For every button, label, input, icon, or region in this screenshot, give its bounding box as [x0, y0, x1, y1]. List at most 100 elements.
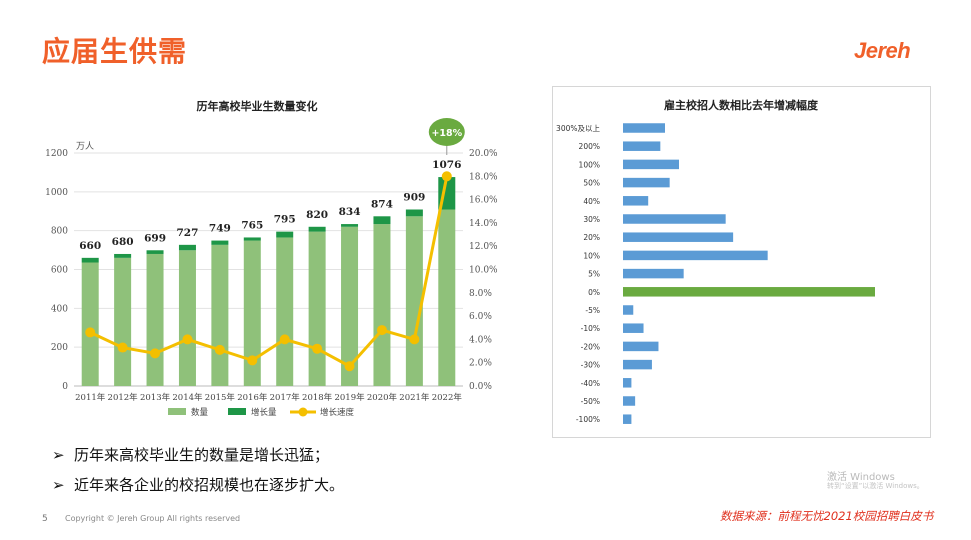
y-tick-label: 600 — [51, 266, 68, 276]
growth-rate-point — [150, 348, 161, 359]
hbar — [623, 378, 632, 388]
page-number: 5 — [42, 514, 48, 524]
category-label: -40% — [581, 379, 600, 388]
category-label: -30% — [581, 361, 600, 370]
bar-increase — [373, 216, 391, 225]
hbar — [623, 359, 652, 370]
bar-increase — [178, 244, 196, 251]
bar-increase — [211, 240, 229, 245]
chart-title: 历年高校毕业生数量变化 — [197, 99, 318, 113]
callout-label: +18% — [431, 128, 462, 139]
bar-count — [178, 250, 196, 386]
x-tick-label: 2017年 — [270, 392, 301, 403]
hbar — [623, 268, 684, 279]
y2-tick-label: 0.0% — [469, 382, 492, 392]
hbar — [623, 123, 665, 133]
bar-increase — [405, 209, 423, 217]
growth-rate-line — [89, 176, 449, 369]
category-label: 300%及以上 — [556, 124, 600, 133]
company-logo: Jereh — [854, 38, 911, 63]
y-tick-label: 200 — [51, 343, 68, 353]
x-tick-label: 2014年 — [172, 392, 203, 403]
bullet-item: ➢ 近年来各企业的校招规模也在逐步扩大。 — [52, 470, 344, 500]
x-tick-label: 2012年 — [108, 392, 139, 403]
bar-count — [243, 240, 261, 386]
category-label: 0% — [588, 288, 600, 297]
y2-tick-label: 16.0% — [469, 196, 498, 206]
category-label: -20% — [581, 342, 600, 351]
growth-rate-point — [312, 343, 323, 354]
bar-increase — [146, 250, 164, 254]
hbar — [623, 323, 644, 333]
y-axis-unit: 万人 — [76, 141, 94, 152]
arrow-icon: ➢ — [52, 446, 65, 464]
growth-rate-point — [117, 342, 128, 353]
y-tick-label: 800 — [51, 227, 68, 237]
bullet-text: 近年来各企业的校招规模也在逐步扩大。 — [74, 476, 345, 494]
bullet-item: ➢ 历年来高校毕业生的数量是增长迅猛； — [52, 440, 344, 470]
data-label: 727 — [176, 227, 198, 239]
bar-count — [438, 209, 456, 386]
data-label: 765 — [241, 219, 263, 231]
x-tick-label: 2019年 — [334, 392, 365, 403]
legend-label: 增长速度 — [320, 407, 355, 418]
hbar — [623, 250, 768, 261]
y2-tick-label: 8.0% — [469, 289, 492, 299]
legend-label: 增长量 — [251, 407, 277, 418]
growth-rate-point — [441, 171, 452, 182]
data-label: 660 — [79, 240, 101, 252]
category-label: -100% — [576, 415, 600, 424]
category-label: 30% — [583, 215, 600, 224]
bar-count — [146, 253, 164, 386]
y-tick-label: 0 — [62, 382, 68, 392]
category-label: 20% — [583, 233, 600, 242]
bar-count — [211, 244, 229, 386]
category-label: -10% — [581, 324, 600, 333]
category-label: -5% — [585, 306, 600, 315]
legend-swatch-count — [168, 408, 186, 415]
hbar — [623, 414, 632, 424]
data-source: 数据来源：前程无忧2021校园招聘白皮书 — [720, 509, 934, 523]
growth-rate-point — [247, 355, 258, 366]
bullet-text: 历年来高校毕业生的数量是增长迅猛； — [74, 446, 330, 464]
hbar — [623, 232, 734, 242]
hbar — [623, 214, 726, 224]
y2-tick-label: 6.0% — [469, 312, 492, 322]
hbar — [623, 341, 659, 352]
hbar — [623, 305, 634, 315]
growth-rate-point — [376, 325, 387, 336]
growth-rate-point — [85, 327, 96, 338]
bar-count — [405, 216, 423, 386]
page-title: 应届生供需 — [42, 35, 188, 68]
growth-rate-point — [182, 334, 193, 345]
employer-chart-panel: 雇主校招人数相比去年增减幅度 300%及以上 200% 100% 50% 40% 30% 20… — [552, 86, 931, 438]
growth-rate-point — [279, 334, 290, 345]
data-label: 680 — [112, 236, 134, 248]
hbar — [623, 396, 636, 406]
bar-count — [341, 226, 359, 386]
legend-label: 数量 — [191, 407, 209, 418]
y2-tick-label: 18.0% — [469, 172, 498, 182]
bullet-list: ➢ 历年来高校毕业生的数量是增长迅猛； ➢ 近年来各企业的校招规模也在逐步扩大。 — [52, 440, 344, 500]
growth-rate-point — [409, 334, 420, 345]
hbar — [623, 196, 649, 206]
category-label: -50% — [581, 397, 600, 406]
category-label: 40% — [583, 197, 600, 206]
bar-count — [373, 224, 391, 386]
category-label: 100% — [579, 160, 600, 169]
callout-bubble — [428, 118, 465, 146]
x-tick-label: 2022年 — [432, 392, 463, 403]
bar-count — [276, 237, 294, 386]
category-label: 10% — [583, 251, 600, 260]
bar-increase — [341, 224, 359, 227]
x-tick-label: 2015年 — [205, 392, 236, 403]
data-label: 795 — [274, 214, 296, 226]
category-label: 50% — [583, 179, 600, 188]
y2-tick-label: 4.0% — [469, 335, 492, 345]
data-label: 874 — [371, 198, 393, 210]
category-label: 5% — [588, 270, 600, 279]
legend-swatch-rate-dot — [298, 407, 308, 417]
arrow-icon: ➢ — [52, 476, 65, 494]
y2-tick-label: 2.0% — [469, 359, 492, 369]
data-label: 909 — [403, 192, 425, 204]
